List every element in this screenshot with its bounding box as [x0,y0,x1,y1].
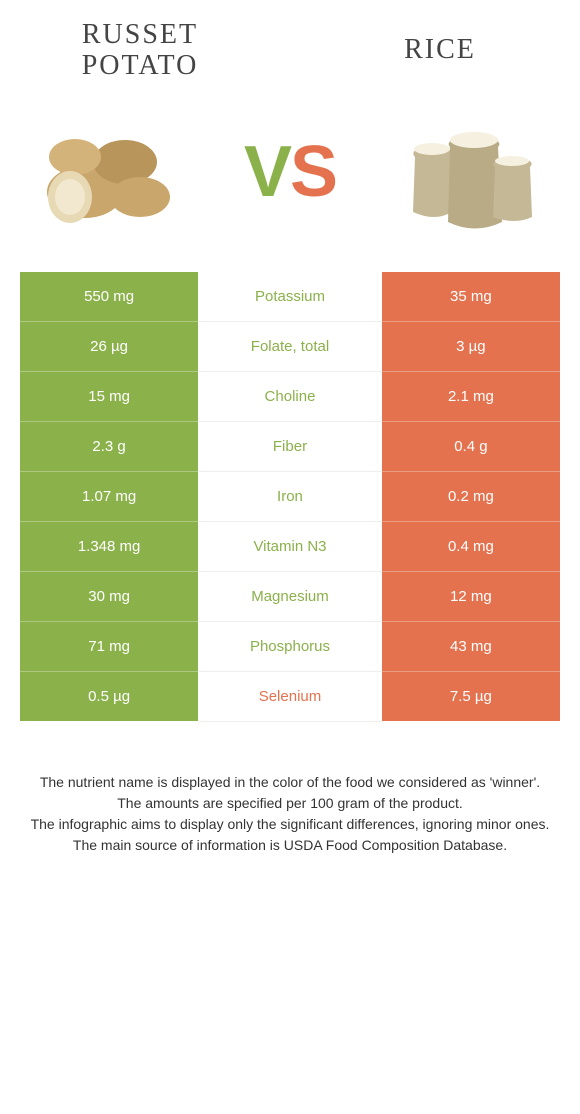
right-value: 43 mg [382,621,560,671]
table-row: 26 µgFolate, total3 µg [20,321,560,371]
nutrient-label: Fiber [198,421,382,471]
table-row: 15 mgCholine2.1 mg [20,371,560,421]
nutrient-label: Phosphorus [198,621,382,671]
footer-line: The main source of information is USDA F… [20,835,560,856]
right-food-title: Rice [340,35,540,66]
right-value: 35 mg [382,272,560,322]
left-value: 2.3 g [20,421,198,471]
left-value: 15 mg [20,371,198,421]
left-value: 1.348 mg [20,521,198,571]
footer-notes: The nutrient name is displayed in the co… [0,722,580,876]
left-value: 30 mg [20,571,198,621]
left-value: 71 mg [20,621,198,671]
right-value: 2.1 mg [382,371,560,421]
right-value: 3 µg [382,321,560,371]
nutrient-table-body: 550 mgPotassium35 mg26 µgFolate, total3 … [20,272,560,722]
left-value: 550 mg [20,272,198,322]
nutrient-label: Vitamin N3 [198,521,382,571]
table-row: 71 mgPhosphorus43 mg [20,621,560,671]
potato-icon [30,102,190,242]
nutrient-label: Magnesium [198,571,382,621]
header: Russet potato Rice [0,0,580,92]
footer-line: The nutrient name is displayed in the co… [20,772,560,793]
right-value: 0.2 mg [382,471,560,521]
left-value: 0.5 µg [20,671,198,721]
vs-label: VS [244,131,336,213]
nutrient-table: 550 mgPotassium35 mg26 µgFolate, total3 … [20,272,560,722]
right-value: 12 mg [382,571,560,621]
left-value: 26 µg [20,321,198,371]
left-food-title: Russet potato [40,20,240,82]
nutrient-label: Selenium [198,671,382,721]
table-row: 2.3 gFiber0.4 g [20,421,560,471]
nutrient-label: Folate, total [198,321,382,371]
footer-line: The infographic aims to display only the… [20,814,560,835]
right-value: 0.4 mg [382,521,560,571]
table-row: 550 mgPotassium35 mg [20,272,560,322]
nutrient-label: Iron [198,471,382,521]
vs-v: V [244,132,290,212]
rice-icon [390,102,550,242]
vs-s: S [290,132,336,212]
right-value: 0.4 g [382,421,560,471]
right-value: 7.5 µg [382,671,560,721]
left-value: 1.07 mg [20,471,198,521]
nutrient-label: Choline [198,371,382,421]
images-row: VS [0,92,580,272]
table-row: 1.07 mgIron0.2 mg [20,471,560,521]
nutrient-label: Potassium [198,272,382,322]
table-row: 0.5 µgSelenium7.5 µg [20,671,560,721]
table-row: 30 mgMagnesium12 mg [20,571,560,621]
footer-line: The amounts are specified per 100 gram o… [20,793,560,814]
table-row: 1.348 mgVitamin N30.4 mg [20,521,560,571]
